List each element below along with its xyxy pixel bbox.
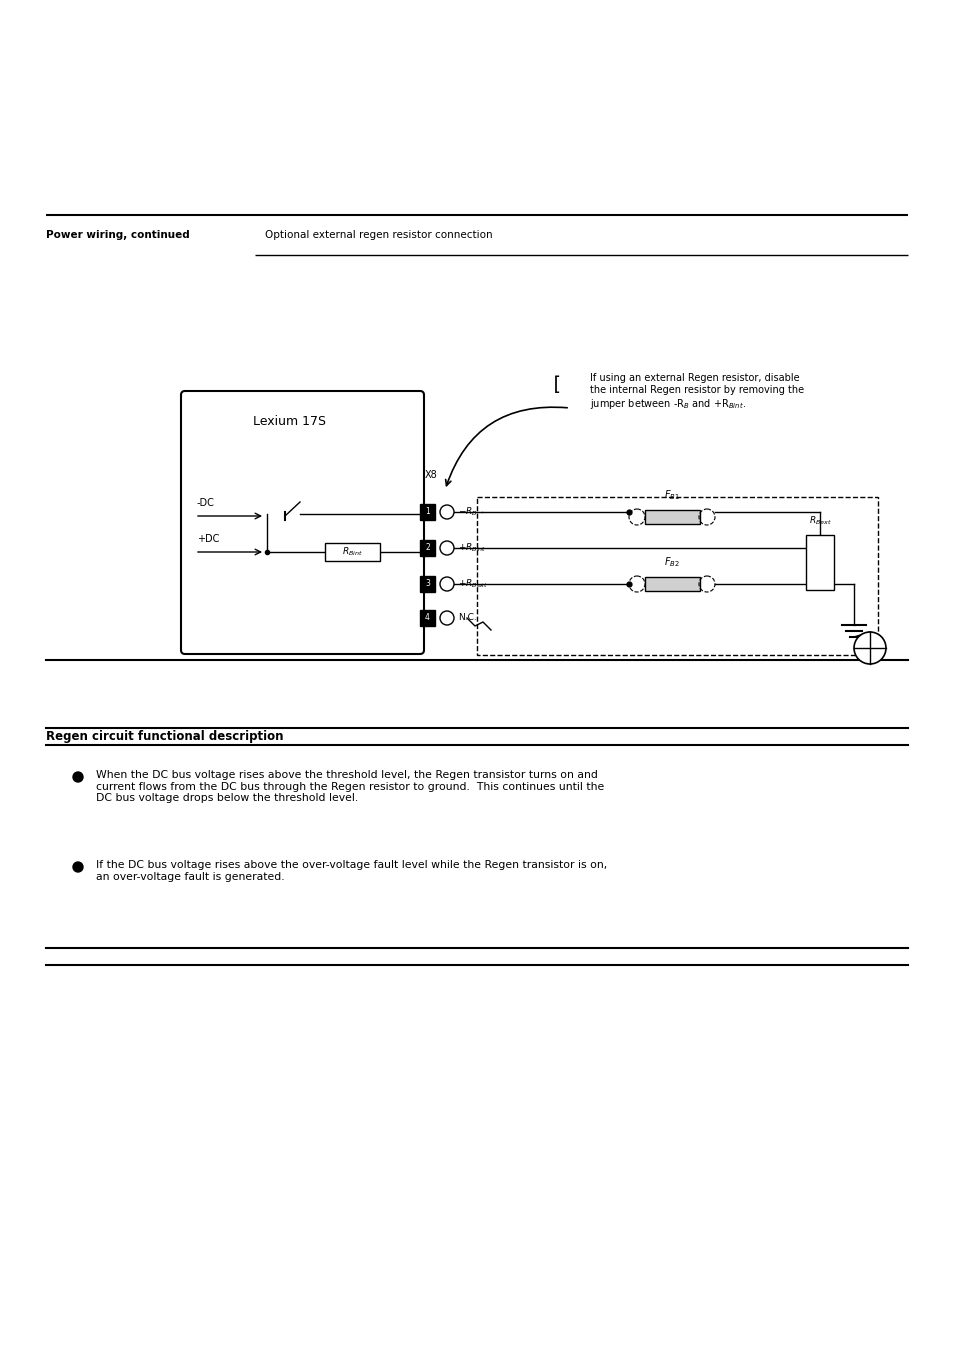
Bar [644,509,700,524]
Circle shape [439,611,454,626]
Text: 2: 2 [425,543,430,553]
Circle shape [853,632,885,663]
Circle shape [73,862,83,871]
Circle shape [439,540,454,555]
Circle shape [439,505,454,519]
Text: -DC: -DC [196,499,214,508]
Circle shape [73,771,83,782]
Text: $F_{B1}$: $F_{B1}$ [663,488,679,503]
Text: Regen circuit functional description: Regen circuit functional description [46,730,283,743]
FancyBboxPatch shape [181,390,423,654]
Text: +DC: +DC [196,534,219,544]
Text: 1: 1 [425,508,430,516]
Text: If using an external Regen resistor, disable
the internal Regen resistor by remo: If using an external Regen resistor, dis… [589,373,803,411]
Bar [419,540,435,557]
Text: $F_{B2}$: $F_{B2}$ [663,555,679,569]
Text: 4: 4 [425,613,430,623]
Bar [644,577,700,590]
Bar [419,611,435,626]
Text: Optional external regen resistor connection: Optional external regen resistor connect… [265,230,492,240]
Text: $+R_{Bext}$: $+R_{Bext}$ [457,578,488,590]
Text: X8: X8 [424,470,437,480]
Text: N.C.: N.C. [457,613,476,623]
Text: $R_{Bint}$: $R_{Bint}$ [341,546,363,558]
Text: $+R_{Bint}$: $+R_{Bint}$ [457,542,486,554]
Text: Power wiring, continued: Power wiring, continued [46,230,190,240]
Text: Lexium 17S: Lexium 17S [253,415,326,428]
Text: If the DC bus voltage rises above the over-voltage fault level while the Regen t: If the DC bus voltage rises above the ov… [96,861,607,882]
Bar [419,576,435,592]
Bar [476,497,877,655]
Bar [805,535,833,590]
Text: $R_{Bext}$: $R_{Bext}$ [808,515,831,527]
Text: $-R_B$: $-R_B$ [457,505,477,519]
Text: 3: 3 [425,580,430,589]
Circle shape [439,577,454,590]
Bar [325,543,379,561]
Text: When the DC bus voltage rises above the threshold level, the Regen transistor tu: When the DC bus voltage rises above the … [96,770,603,804]
Bar [419,504,435,520]
Text: ]: ] [550,373,558,392]
